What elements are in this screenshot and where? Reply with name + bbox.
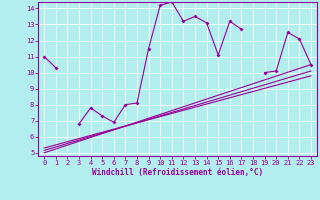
X-axis label: Windchill (Refroidissement éolien,°C): Windchill (Refroidissement éolien,°C): [92, 168, 263, 177]
